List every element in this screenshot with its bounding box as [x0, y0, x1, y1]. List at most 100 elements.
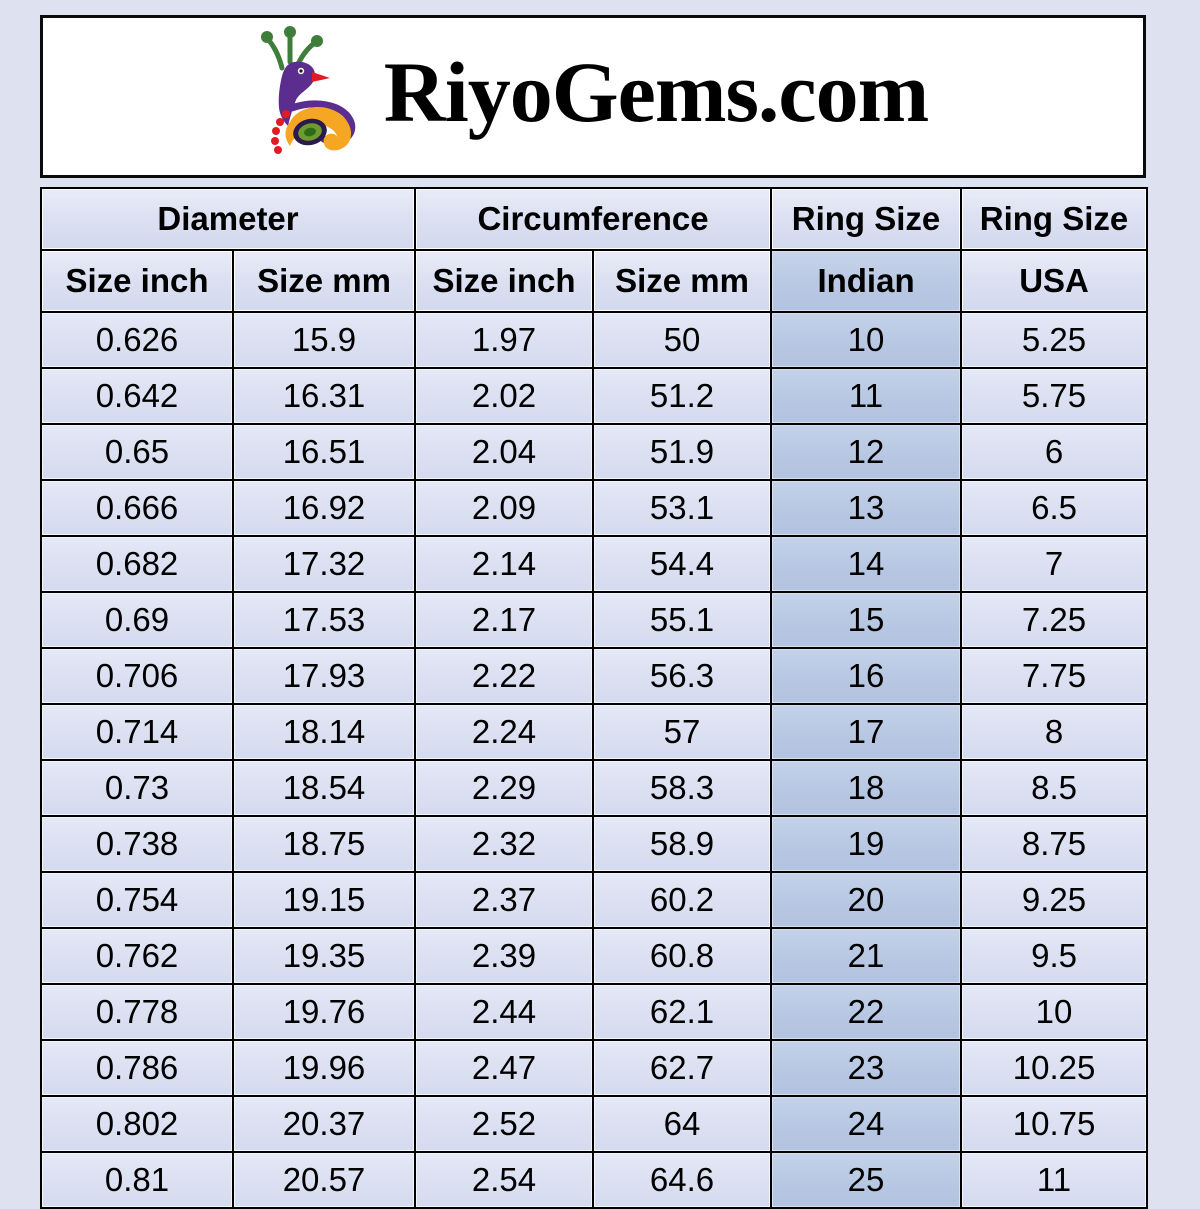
table-row: 0.754 19.15 2.37 60.2 20 9.25 — [40, 871, 1149, 929]
cell-circumference-mm: 62.7 — [592, 1039, 773, 1097]
cell-ring-size-usa: 5.25 — [960, 311, 1149, 369]
cell-diameter-inch: 0.706 — [40, 647, 234, 705]
table-row: 0.786 19.96 2.47 62.7 23 10.25 — [40, 1039, 1149, 1097]
cell-diameter-inch: 0.754 — [40, 871, 234, 929]
cell-circumference-inch: 2.17 — [414, 591, 595, 649]
cell-ring-size-indian: 11 — [770, 367, 963, 425]
group-header-circumference: Circumference — [414, 187, 773, 251]
cell-ring-size-usa: 6.5 — [960, 479, 1149, 537]
cell-ring-size-indian: 14 — [770, 535, 963, 593]
cell-ring-size-usa: 10 — [960, 983, 1149, 1041]
cell-diameter-mm: 17.32 — [231, 535, 417, 593]
peacock-logo-icon — [238, 22, 378, 172]
sub-header-circumference-mm: Size mm — [592, 249, 773, 313]
cell-diameter-inch: 0.69 — [40, 591, 234, 649]
cell-diameter-inch: 0.682 — [40, 535, 234, 593]
cell-ring-size-usa: 5.75 — [960, 367, 1149, 425]
cell-circumference-mm: 60.8 — [592, 927, 773, 985]
cell-ring-size-usa: 8.5 — [960, 759, 1149, 817]
cell-circumference-mm: 64 — [592, 1095, 773, 1153]
cell-circumference-inch: 2.32 — [414, 815, 595, 873]
cell-ring-size-indian: 18 — [770, 759, 963, 817]
cell-ring-size-indian: 13 — [770, 479, 963, 537]
cell-circumference-inch: 2.22 — [414, 647, 595, 705]
cell-circumference-inch: 2.14 — [414, 535, 595, 593]
table-row: 0.714 18.14 2.24 57 17 8 — [40, 703, 1149, 761]
cell-diameter-mm: 16.92 — [231, 479, 417, 537]
cell-ring-size-usa: 9.25 — [960, 871, 1149, 929]
cell-ring-size-usa: 8.75 — [960, 815, 1149, 873]
sub-header-circumference-inch: Size inch — [414, 249, 595, 313]
cell-diameter-mm: 20.37 — [231, 1095, 417, 1153]
group-header-diameter: Diameter — [39, 187, 417, 251]
cell-circumference-mm: 57 — [592, 703, 773, 761]
cell-diameter-inch: 0.786 — [40, 1039, 234, 1097]
cell-diameter-inch: 0.73 — [40, 759, 234, 817]
table-row: 0.81 20.57 2.54 64.6 25 11 — [40, 1151, 1149, 1209]
cell-diameter-inch: 0.642 — [40, 367, 234, 425]
cell-diameter-inch: 0.778 — [40, 983, 234, 1041]
cell-ring-size-usa: 10.75 — [960, 1095, 1149, 1153]
table-row: 0.762 19.35 2.39 60.8 21 9.5 — [40, 927, 1149, 985]
cell-diameter-mm: 15.9 — [231, 311, 417, 369]
cell-circumference-mm: 50 — [592, 311, 773, 369]
cell-ring-size-usa: 11 — [960, 1151, 1149, 1209]
cell-diameter-mm: 20.57 — [231, 1151, 417, 1209]
table-sub-header-row: Size inch Size mm Size inch Size mm Indi… — [40, 249, 1149, 313]
cell-circumference-inch: 2.37 — [414, 871, 595, 929]
cell-circumference-inch: 2.54 — [414, 1151, 595, 1209]
table-head: Diameter Circumference Ring Size Ring Si… — [39, 187, 1149, 313]
table-row: 0.706 17.93 2.22 56.3 16 7.75 — [40, 647, 1149, 705]
cell-diameter-inch: 0.738 — [40, 815, 234, 873]
cell-ring-size-usa: 7 — [960, 535, 1149, 593]
table-row: 0.626 15.9 1.97 50 10 5.25 — [40, 311, 1149, 369]
cell-diameter-inch: 0.81 — [40, 1151, 234, 1209]
cell-diameter-mm: 18.75 — [231, 815, 417, 873]
cell-ring-size-indian: 25 — [770, 1151, 963, 1209]
table-row: 0.738 18.75 2.32 58.9 19 8.75 — [40, 815, 1149, 873]
cell-ring-size-indian: 12 — [770, 423, 963, 481]
cell-diameter-mm: 19.76 — [231, 983, 417, 1041]
cell-ring-size-usa: 9.5 — [960, 927, 1149, 985]
cell-diameter-mm: 19.96 — [231, 1039, 417, 1097]
table-row: 0.778 19.76 2.44 62.1 22 10 — [40, 983, 1149, 1041]
cell-diameter-inch: 0.802 — [40, 1095, 234, 1153]
cell-diameter-inch: 0.626 — [40, 311, 234, 369]
cell-circumference-mm: 58.9 — [592, 815, 773, 873]
cell-circumference-inch: 2.39 — [414, 927, 595, 985]
cell-diameter-inch: 0.762 — [40, 927, 234, 985]
sub-header-usa: USA — [960, 249, 1149, 313]
table-body: 0.626 15.9 1.97 50 10 5.25 0.642 16.31 2.02 51.2 1… — [40, 311, 1149, 1209]
cell-ring-size-indian: 22 — [770, 983, 963, 1041]
cell-circumference-mm: 56.3 — [592, 647, 773, 705]
cell-diameter-mm: 16.31 — [231, 367, 417, 425]
sub-header-diameter-inch: Size inch — [40, 249, 234, 313]
cell-ring-size-indian: 24 — [770, 1095, 963, 1153]
ring-size-table: Diameter Circumference Ring Size Ring Si… — [39, 187, 1149, 1209]
cell-diameter-mm: 19.15 — [231, 871, 417, 929]
cell-circumference-inch: 2.52 — [414, 1095, 595, 1153]
cell-ring-size-indian: 23 — [770, 1039, 963, 1097]
cell-circumference-mm: 62.1 — [592, 983, 773, 1041]
cell-circumference-mm: 51.9 — [592, 423, 773, 481]
cell-circumference-inch: 2.02 — [414, 367, 595, 425]
cell-circumference-inch: 2.29 — [414, 759, 595, 817]
cell-ring-size-usa: 7.25 — [960, 591, 1149, 649]
cell-circumference-inch: 1.97 — [414, 311, 595, 369]
table-row: 0.802 20.37 2.52 64 24 10.75 — [40, 1095, 1149, 1153]
cell-circumference-mm: 60.2 — [592, 871, 773, 929]
cell-ring-size-indian: 19 — [770, 815, 963, 873]
cell-circumference-inch: 2.24 — [414, 703, 595, 761]
cell-diameter-mm: 17.53 — [231, 591, 417, 649]
cell-circumference-inch: 2.47 — [414, 1039, 595, 1097]
cell-ring-size-indian: 10 — [770, 311, 963, 369]
table-row: 0.642 16.31 2.02 51.2 11 5.75 — [40, 367, 1149, 425]
logo-banner: RiyoGems.com — [40, 15, 1146, 178]
cell-ring-size-indian: 20 — [770, 871, 963, 929]
brand-wordmark: RiyoGems.com — [383, 43, 929, 140]
cell-circumference-inch: 2.09 — [414, 479, 595, 537]
cell-ring-size-usa: 6 — [960, 423, 1149, 481]
cell-circumference-mm: 51.2 — [592, 367, 773, 425]
cell-circumference-mm: 64.6 — [592, 1151, 773, 1209]
